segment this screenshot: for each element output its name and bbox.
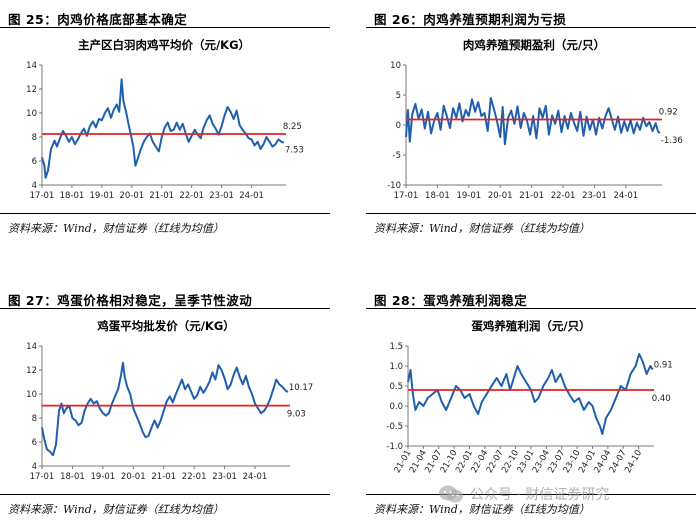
x-tick-label: 22-01 <box>551 191 576 201</box>
y-tick-label: 1.5 <box>389 342 403 352</box>
figure-title: 图 26：肉鸡养殖预期利润为亏损 <box>374 12 567 27</box>
x-tick-label: 17-01 <box>30 191 55 201</box>
x-tick-label: 20-01 <box>488 191 513 201</box>
y-tick-label: 10 <box>26 390 37 400</box>
series-line <box>405 97 661 146</box>
y-tick-label: 0.0 <box>389 402 403 412</box>
series-line <box>407 353 654 435</box>
y-tick-label: 5 <box>396 91 401 101</box>
broiler-profit-chart: 肉鸡养殖预期盈利（元/只） -10 -5 0 5 10 17-01 18-01 19-01 20-… <box>387 38 683 201</box>
x-tick-label: 23-01 <box>582 191 607 201</box>
figure-header: 图 27：鸡蛋价格相对稳定，呈季节性波动 <box>0 285 330 309</box>
y-tick-label: 0.5 <box>389 382 403 392</box>
last-value-label: -1.36 <box>661 136 683 146</box>
y-tick-label: 10 <box>390 61 401 71</box>
last-value-label: 10.17 <box>289 383 313 393</box>
watermark: 公众号 · 财信证券研究 <box>438 480 688 508</box>
y-tick-label: 14 <box>26 342 37 352</box>
figure-header: 图 26：肉鸡养殖预期利润为亏损 <box>366 4 696 28</box>
y-tick-label: -1.0 <box>386 442 403 452</box>
y-tick-label: 4 <box>32 181 37 191</box>
x-tick-label: 17-01 <box>30 472 55 482</box>
mean-value-label: 8.25 <box>283 122 302 132</box>
x-tick-label: 19-01 <box>456 191 481 201</box>
mean-value-label: 0.40 <box>652 394 671 404</box>
y-tick-label: 10 <box>26 109 37 119</box>
source-divider <box>366 213 696 214</box>
y-tick-label: -10 <box>387 181 401 191</box>
chart-box: 主产区白羽肉鸡平均价（元/KG） 4 6 8 10 12 14 17-01 18-01 19-01… <box>0 32 330 212</box>
x-tick-label: 23-01 <box>212 472 237 482</box>
chart-box: 肉鸡养殖预期盈利（元/只） -10 -5 0 5 10 17-01 18-01 19-01 20-… <box>366 32 696 212</box>
y-tick-label: 0 <box>396 121 401 131</box>
x-tick-label: 20-01 <box>119 191 144 201</box>
y-tick-label: 12 <box>26 366 37 376</box>
chart-box: 鸡蛋平均批发价（元/KG） 4 6 8 10 12 14 17-01 18-01 19-01 20-… <box>0 313 330 493</box>
mean-value-label: 0.92 <box>659 107 678 117</box>
x-tick-label: 21-01 <box>151 472 176 482</box>
x-tick-label: 24-01 <box>614 191 639 201</box>
chart-box: 蛋鸡养殖利润（元/只） -1.0 -0.5 0.0 0.5 1.0 1.5 21-01 21-0… <box>366 313 696 493</box>
x-tick-label: 18-01 <box>60 472 85 482</box>
chart-title: 鸡蛋平均批发价（元/KG） <box>96 319 235 333</box>
y-tick-label: 1.0 <box>389 362 403 372</box>
figure-title: 图 27：鸡蛋价格相对稳定，呈季节性波动 <box>8 293 253 308</box>
source-note: 资料来源：Wind，财信证券（红线为均值） <box>374 503 590 516</box>
x-tick-label: 18-01 <box>60 191 85 201</box>
series-line <box>41 361 289 457</box>
figure-title: 图 25：肉鸡价格底部基本确定 <box>8 12 188 27</box>
x-tick-label: 21-01 <box>149 191 174 201</box>
wechat-icon <box>439 485 463 503</box>
source-note: 资料来源：Wind，财信证券（红线为均值） <box>8 503 224 516</box>
figure-header: 图 25：肉鸡价格底部基本确定 <box>0 4 330 28</box>
x-tick-label: 24-01 <box>239 191 264 201</box>
y-tick-label: 6 <box>32 438 37 448</box>
figure-header: 图 28：蛋鸡养殖利润稳定 <box>366 285 696 309</box>
series-line <box>41 78 285 179</box>
last-value-label: 7.53 <box>285 146 304 156</box>
x-tick-label: 18-01 <box>425 191 450 201</box>
x-tick-label: 22-01 <box>182 472 207 482</box>
last-value-label: 0.91 <box>654 361 673 371</box>
y-tick-label: 14 <box>26 61 37 71</box>
source-divider <box>0 494 330 495</box>
source-divider <box>366 494 696 495</box>
source-note: 资料来源：Wind，财信证券（红线为均值） <box>374 222 590 235</box>
watermark-text: 公众号 · 财信证券研究 <box>470 487 610 503</box>
x-tick-label: 19-01 <box>90 191 115 201</box>
x-tick-label: 20-01 <box>121 472 146 482</box>
x-tick-label: 23-01 <box>209 191 234 201</box>
source-divider <box>0 213 330 214</box>
broiler-price-chart: 主产区白羽肉鸡平均价（元/KG） 4 6 8 10 12 14 17-01 18-01 19-01… <box>26 38 304 201</box>
x-tick-label: 17-01 <box>394 191 419 201</box>
figure-title: 图 28：蛋鸡养殖利润稳定 <box>374 293 528 308</box>
x-tick-label: 21-01 <box>519 191 544 201</box>
x-tick-label: 22-01 <box>179 191 204 201</box>
chart-title: 主产区白羽肉鸡平均价（元/KG） <box>78 38 250 52</box>
source-note: 资料来源：Wind，财信证券（红线为均值） <box>8 222 224 235</box>
chart-title: 蛋鸡养殖利润（元/只） <box>471 319 590 333</box>
x-tick-label: 24-01 <box>243 472 268 482</box>
y-tick-label: 8 <box>32 414 37 424</box>
layer-profit-chart: 蛋鸡养殖利润（元/只）-1.0-0.50.00.51.01.521-0121-0… <box>386 319 673 475</box>
y-tick-label: -0.5 <box>386 422 403 432</box>
y-tick-label: 8 <box>32 133 37 143</box>
y-tick-label: -5 <box>393 151 401 161</box>
chart-title: 肉鸡养殖预期盈利（元/只） <box>463 38 605 52</box>
mean-value-label: 9.03 <box>287 410 306 420</box>
y-tick-label: 12 <box>26 85 37 95</box>
y-tick-label: 4 <box>32 462 37 472</box>
egg-price-chart: 鸡蛋平均批发价（元/KG） 4 6 8 10 12 14 17-01 18-01 19-01 20-… <box>26 319 313 482</box>
x-tick-label: 19-01 <box>91 472 116 482</box>
y-tick-label: 6 <box>32 157 37 167</box>
